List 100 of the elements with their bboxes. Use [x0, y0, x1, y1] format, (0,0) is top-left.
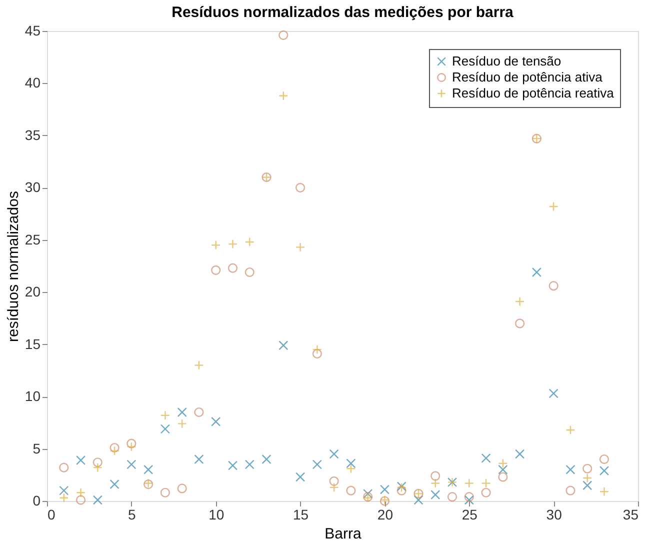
point: [278, 340, 288, 350]
point: [329, 449, 339, 459]
point: [464, 478, 474, 488]
y-tick-label: 20: [24, 284, 41, 300]
point: [430, 471, 440, 481]
y-tick-label: 30: [24, 179, 41, 196]
point: [59, 462, 69, 472]
point: [244, 460, 254, 470]
point: [92, 462, 102, 472]
chart-title: Resíduos normalizados das medições por barra: [172, 4, 514, 21]
x-tick-label: 5: [128, 506, 136, 522]
y-tick-label: 10: [24, 388, 41, 404]
point: [582, 473, 592, 483]
point: [599, 466, 610, 476]
point: [582, 464, 592, 474]
point: [599, 454, 610, 464]
point: [548, 281, 558, 291]
point: [380, 484, 390, 494]
point: [566, 464, 576, 474]
point: [211, 416, 221, 426]
x-tick-label: 20: [377, 506, 394, 522]
point: [312, 344, 322, 354]
point: [498, 472, 508, 482]
y-tick-label: 45: [24, 22, 41, 38]
point: [312, 348, 322, 359]
x-tick-label: 25: [462, 506, 478, 522]
point: [515, 318, 525, 328]
point: [126, 460, 136, 470]
point: [515, 296, 525, 306]
point: [194, 407, 204, 417]
point: [76, 488, 86, 498]
legend-label: Resíduo de potência ativa: [452, 70, 604, 84]
point: [177, 484, 187, 494]
point: [160, 410, 170, 420]
point: [312, 460, 322, 470]
point: [278, 30, 288, 40]
point: [582, 480, 592, 490]
point: [548, 202, 558, 212]
point: [296, 472, 306, 482]
point: [211, 240, 221, 250]
legend-label: Resíduo de tensão: [452, 54, 562, 68]
y-tick-label: 0: [32, 492, 41, 508]
point: [532, 267, 542, 278]
point: [481, 488, 491, 498]
point: [430, 478, 440, 488]
point: [566, 486, 576, 496]
point: [329, 476, 339, 486]
y-tick-label: 25: [24, 231, 41, 248]
point: [194, 360, 204, 370]
point: [296, 182, 306, 192]
point: [110, 442, 120, 453]
y-tick-label: 40: [24, 74, 41, 91]
point: [110, 446, 120, 456]
x-tick-label: 30: [546, 506, 562, 522]
x-tick-label: 0: [48, 506, 56, 522]
point: [211, 265, 221, 275]
point: [110, 480, 120, 490]
point: [126, 442, 136, 452]
point: [160, 424, 170, 434]
point: [177, 407, 187, 418]
x-tick-label: 35: [622, 506, 639, 522]
point: [92, 495, 102, 505]
point: [346, 464, 356, 474]
point: [228, 239, 238, 249]
point: [228, 263, 238, 273]
point: [464, 495, 474, 505]
point: [244, 237, 254, 247]
point: [346, 458, 356, 468]
y-axis-title: resíduos normalizados: [4, 191, 22, 342]
x-tick-label: 15: [292, 506, 309, 522]
point: [144, 464, 154, 474]
x-axis-title: Barra: [324, 526, 362, 542]
point: [515, 449, 525, 459]
point: [548, 388, 558, 398]
point: [498, 458, 508, 468]
point: [262, 454, 272, 464]
point: [59, 493, 69, 503]
point: [430, 490, 440, 500]
point: [414, 495, 424, 505]
point: [599, 486, 610, 496]
point: [363, 488, 373, 498]
x-tick-label: 10: [208, 506, 224, 522]
point: [76, 495, 86, 505]
point: [59, 486, 69, 496]
y-tick-label: 15: [24, 336, 41, 352]
point: [76, 455, 86, 466]
point: [481, 478, 491, 488]
legend-label: Resíduo de potência reativa: [452, 86, 615, 100]
point: [126, 438, 136, 448]
point: [177, 418, 187, 428]
point: [498, 464, 508, 474]
y-tick-label: 5: [32, 440, 41, 456]
point: [481, 453, 491, 463]
point: [278, 90, 288, 101]
point: [92, 458, 102, 468]
point: [194, 454, 204, 464]
point: [296, 242, 306, 252]
y-tick-label: 35: [24, 126, 41, 143]
point: [244, 267, 254, 278]
point: [396, 486, 406, 496]
